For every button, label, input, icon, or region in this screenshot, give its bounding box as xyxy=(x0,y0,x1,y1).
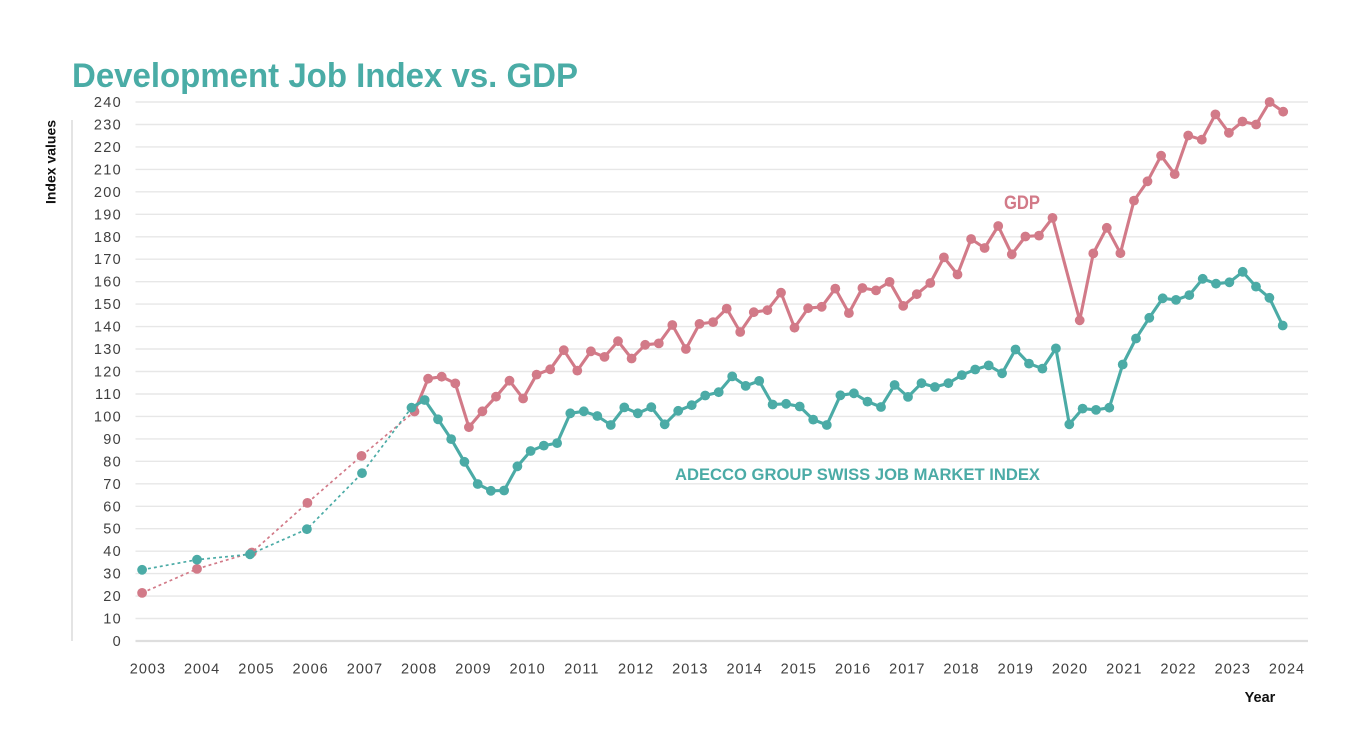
svg-text:210: 210 xyxy=(94,162,122,178)
svg-text:2012: 2012 xyxy=(618,662,654,678)
svg-text:2011: 2011 xyxy=(564,662,599,678)
svg-text:2015: 2015 xyxy=(781,662,817,678)
svg-text:200: 200 xyxy=(94,185,122,201)
svg-text:2022: 2022 xyxy=(1160,662,1196,678)
svg-text:60: 60 xyxy=(103,499,122,515)
svg-text:GDP: GDP xyxy=(1004,193,1040,214)
svg-text:20: 20 xyxy=(103,589,122,605)
svg-text:2008: 2008 xyxy=(401,662,437,678)
svg-text:2014: 2014 xyxy=(726,662,762,678)
svg-text:180: 180 xyxy=(94,230,122,246)
svg-text:2006: 2006 xyxy=(292,662,328,678)
svg-text:220: 220 xyxy=(94,140,122,156)
svg-text:ADECCO GROUP SWISS JOB MARKET: ADECCO GROUP SWISS JOB MARKET INDEX xyxy=(675,465,1041,484)
svg-text:90: 90 xyxy=(103,432,122,448)
svg-text:2005: 2005 xyxy=(238,662,274,678)
svg-text:120: 120 xyxy=(94,365,122,381)
svg-text:130: 130 xyxy=(94,342,122,358)
svg-text:150: 150 xyxy=(94,297,122,313)
svg-text:Index values: Index values xyxy=(43,120,59,204)
svg-text:0: 0 xyxy=(113,634,122,650)
svg-text:2021: 2021 xyxy=(1106,662,1142,678)
svg-text:2019: 2019 xyxy=(998,662,1034,678)
svg-text:110: 110 xyxy=(95,387,122,403)
svg-text:50: 50 xyxy=(103,522,122,538)
svg-text:2010: 2010 xyxy=(509,662,545,678)
svg-text:30: 30 xyxy=(103,567,122,583)
svg-text:160: 160 xyxy=(94,275,122,291)
svg-text:140: 140 xyxy=(94,320,122,336)
svg-text:2007: 2007 xyxy=(347,662,383,678)
svg-text:2003: 2003 xyxy=(130,662,166,678)
svg-text:40: 40 xyxy=(103,544,122,560)
svg-text:2013: 2013 xyxy=(672,662,708,678)
svg-text:230: 230 xyxy=(94,118,122,134)
svg-text:2024: 2024 xyxy=(1269,662,1305,678)
svg-text:2023: 2023 xyxy=(1215,662,1251,678)
svg-text:100: 100 xyxy=(94,409,122,425)
svg-text:2016: 2016 xyxy=(835,662,871,678)
svg-text:2017: 2017 xyxy=(889,662,925,678)
svg-text:2020: 2020 xyxy=(1052,662,1088,678)
svg-text:Year: Year xyxy=(1245,690,1276,706)
svg-text:70: 70 xyxy=(103,477,122,493)
svg-text:Development Job Index vs. GDP: Development Job Index vs. GDP xyxy=(72,57,578,95)
svg-text:2009: 2009 xyxy=(455,662,491,678)
svg-text:240: 240 xyxy=(94,95,122,111)
svg-text:2018: 2018 xyxy=(943,662,979,678)
svg-text:80: 80 xyxy=(103,454,122,470)
svg-text:190: 190 xyxy=(94,207,122,223)
svg-text:170: 170 xyxy=(94,252,122,268)
svg-text:10: 10 xyxy=(103,612,122,628)
svg-text:2004: 2004 xyxy=(184,662,220,678)
